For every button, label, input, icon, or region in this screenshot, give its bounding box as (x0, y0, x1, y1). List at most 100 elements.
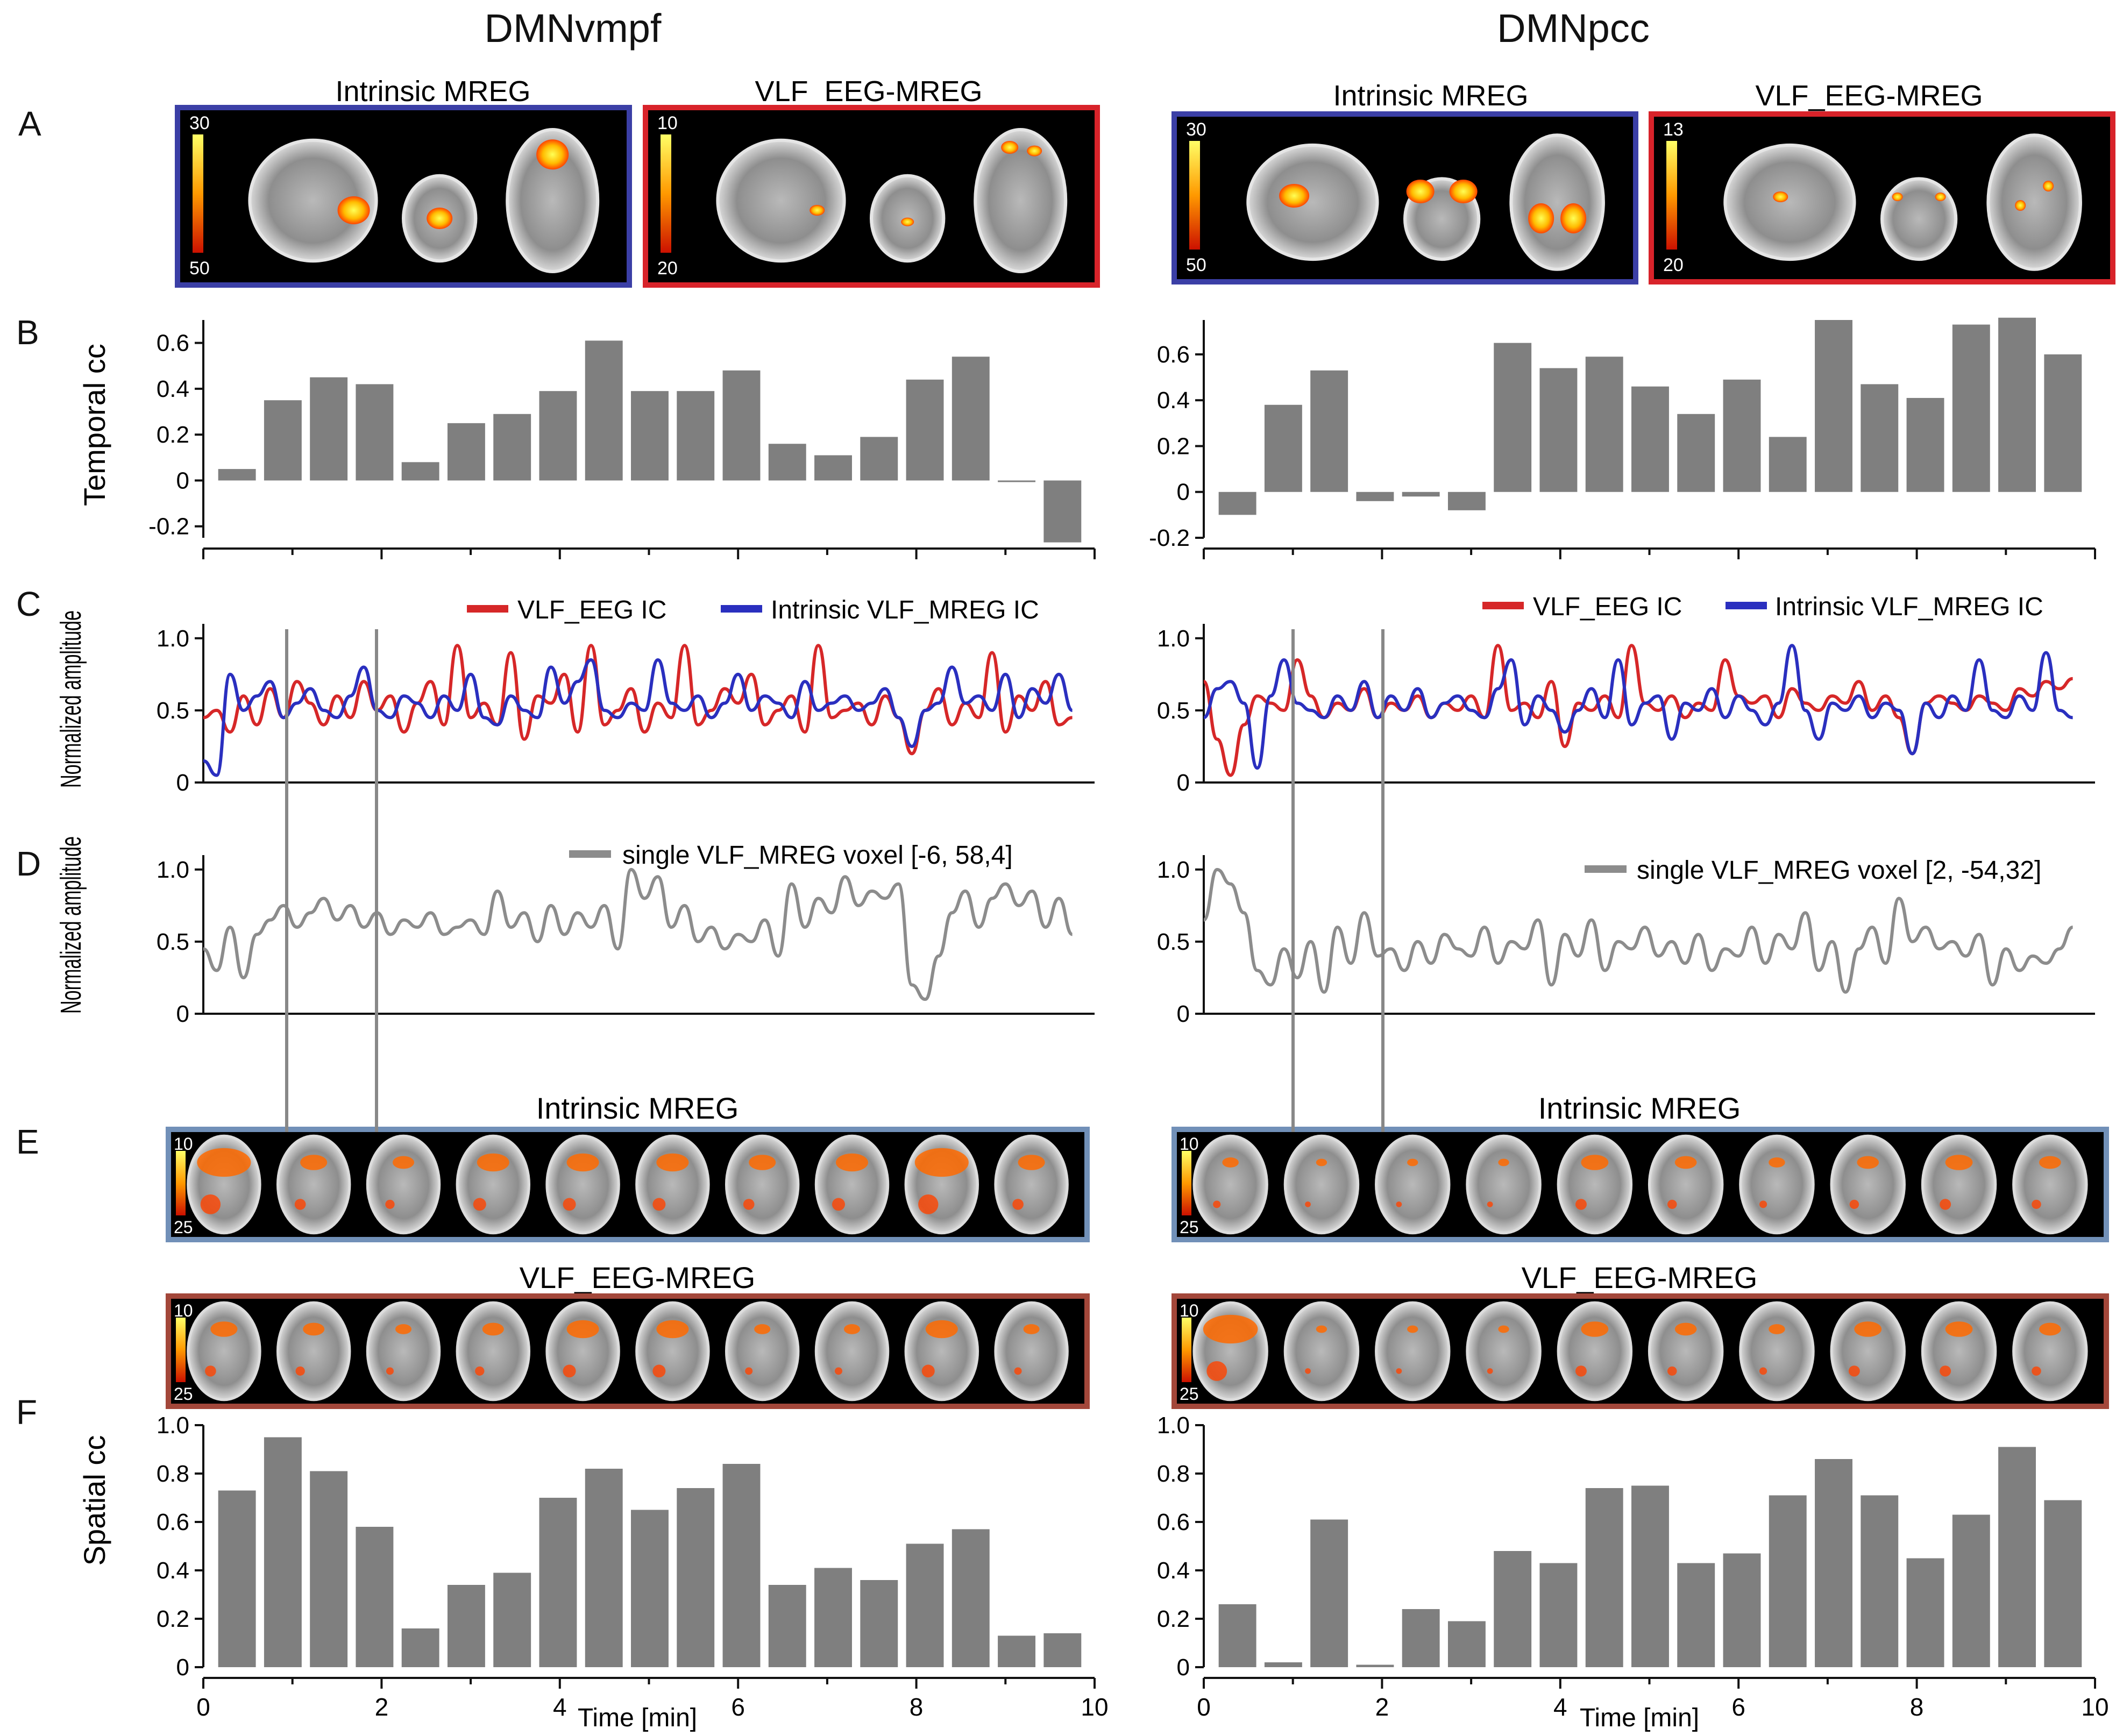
axial-slice (814, 1301, 890, 1401)
axial-slice (1830, 1134, 1906, 1235)
activation-blob (200, 1194, 221, 1214)
activation-blob (473, 1198, 486, 1211)
axial-slice (994, 1134, 1069, 1235)
colorbar-max: 10 (1180, 1301, 1199, 1320)
activation-blob (1849, 1199, 1859, 1209)
y-tick-label: 0 (176, 1001, 189, 1027)
xlabel-time-right: Time [min] (1580, 1704, 1699, 1732)
bar (401, 462, 439, 481)
activation-blob (1407, 1158, 1418, 1166)
sagittal-slice (1723, 143, 1856, 261)
activation-blob (1945, 1321, 1973, 1337)
activation-blob (563, 1198, 576, 1211)
bar (631, 1510, 669, 1667)
slice-row-3: 10 25 (1171, 1293, 2109, 1409)
bar (1447, 1621, 1486, 1667)
axial-slice (545, 1301, 620, 1401)
ylabel-temporal-cc: Temporal cc (77, 344, 111, 506)
y-tick-label: 0.2 (157, 422, 189, 448)
bar (493, 1573, 531, 1667)
axial-slice (1986, 133, 2082, 271)
axial-slice (635, 1134, 710, 1235)
bar (998, 480, 1036, 482)
y-tick-label: -0.2 (1149, 525, 1190, 551)
bar (1906, 1558, 1944, 1667)
activation-blob (1396, 1201, 1402, 1207)
bar (2044, 1500, 2082, 1667)
activation-blob (197, 1148, 251, 1177)
bar (310, 1471, 348, 1667)
bar (218, 469, 256, 481)
bar (1218, 492, 1256, 515)
bar (1585, 357, 1623, 492)
bar (1539, 1563, 1578, 1667)
coronal-slice (1880, 177, 1958, 261)
legend-d-left: single VLF_MREG voxel [-6, 58,4] (569, 841, 1013, 870)
axial-slice (1509, 133, 1605, 271)
axial-slice (276, 1301, 351, 1401)
activation-blob (1581, 1321, 1609, 1337)
series-line (203, 658, 1074, 777)
slice-row-0: 10 25 (166, 1127, 1090, 1242)
bar (814, 1568, 852, 1667)
axial-slice (506, 128, 600, 273)
y-tick-label: 0 (176, 770, 189, 796)
x-tick-label: 2 (1375, 1693, 1389, 1721)
colorbar (661, 134, 671, 253)
colorbar (1182, 1318, 1191, 1382)
colorbar (1182, 1151, 1191, 1215)
bar (1631, 1485, 1669, 1667)
colorbar (176, 1318, 186, 1382)
x-tick-label: 2 (375, 1693, 389, 1721)
line-chart-D-left: 0 0.5 1.0 (157, 855, 1095, 1027)
axial-slice (814, 1134, 890, 1235)
activation-blob (1667, 1199, 1677, 1209)
bar (218, 1490, 256, 1667)
x-tick-label: 8 (910, 1693, 924, 1721)
axial-slice (366, 1301, 441, 1401)
activation-blob (921, 1364, 935, 1378)
activation-blob (1027, 145, 1042, 156)
activation-blob (300, 1155, 328, 1170)
colorbar (1189, 141, 1200, 250)
bar (1585, 1488, 1623, 1667)
bar (906, 1543, 944, 1667)
activation-blob (2032, 1199, 2041, 1209)
bar (1815, 320, 1852, 492)
axial-slice (1557, 1134, 1633, 1235)
y-tick-label: 0.6 (1157, 341, 1190, 368)
bar (998, 1635, 1036, 1667)
axial-slice (1375, 1301, 1451, 1401)
activation-blob (1498, 1158, 1509, 1166)
bar (1769, 437, 1807, 492)
time-guide-lines (285, 629, 1384, 1132)
bar (1723, 379, 1761, 492)
axial-slice (1557, 1301, 1633, 1401)
y-tick-label: 0 (176, 467, 189, 494)
activation-blob (1001, 141, 1019, 154)
legend-label-eeg: VLF_EEG IC (517, 596, 666, 624)
activation-blob (1012, 1199, 1024, 1210)
bar-chart-B-right: -0.2 0 0.2 0.4 0.6 (1149, 317, 2096, 559)
bar (1677, 1563, 1715, 1667)
bar (1952, 324, 1990, 492)
activation-blob (1206, 1361, 1227, 1381)
bar (1356, 1664, 1394, 1667)
activation-blob (1560, 203, 1587, 233)
bar (539, 391, 577, 481)
activation-blob (1674, 1322, 1697, 1336)
activation-blob (834, 1367, 842, 1375)
activation-blob (1854, 1321, 1882, 1337)
brainmap-panel-1: 10 20 (643, 105, 1100, 288)
activation-blob (810, 205, 825, 216)
axial-slice (1921, 1134, 1997, 1235)
y-tick-label: 1.0 (1157, 625, 1190, 652)
bar (539, 1498, 577, 1667)
activation-blob (1940, 1199, 1951, 1210)
axial-slice (456, 1134, 531, 1235)
activation-blob (2039, 1322, 2061, 1336)
panel-letter-b: B (16, 313, 39, 352)
panel-letter-e: E (16, 1122, 39, 1161)
activation-blob (1945, 1155, 1973, 1170)
activation-blob (652, 1198, 666, 1211)
